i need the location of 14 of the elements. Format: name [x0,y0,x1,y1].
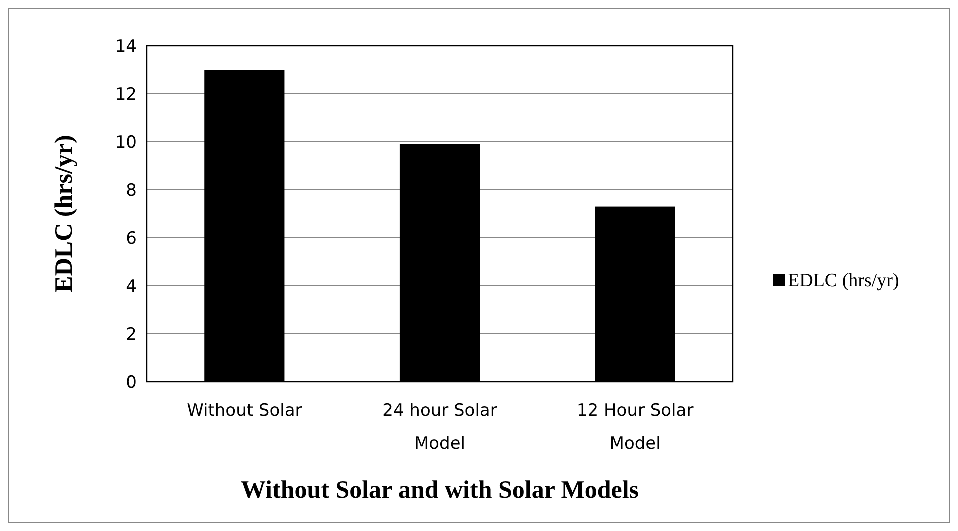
y-axis-title: EDLC (hrs/yr) [51,135,78,293]
y-tick-label: 4 [126,276,137,297]
y-tick-label: 10 [115,132,137,153]
x-tick-label: 24 hour Solar Model [382,401,498,454]
y-tick-label: 6 [126,228,137,249]
legend-label: EDLC (hrs/yr) [788,270,900,292]
x-tick-label: Without Solar [187,401,302,421]
x-axis-title: Without Solar and with Solar Models [241,477,640,504]
y-tick-label: 8 [126,180,137,201]
x-tick-label: 12 Hour Solar Model [576,401,694,454]
y-tick-label: 2 [126,324,137,345]
y-tick-label: 14 [115,36,137,57]
y-tick-label: 12 [115,84,137,105]
y-tick-label: 0 [126,372,137,393]
